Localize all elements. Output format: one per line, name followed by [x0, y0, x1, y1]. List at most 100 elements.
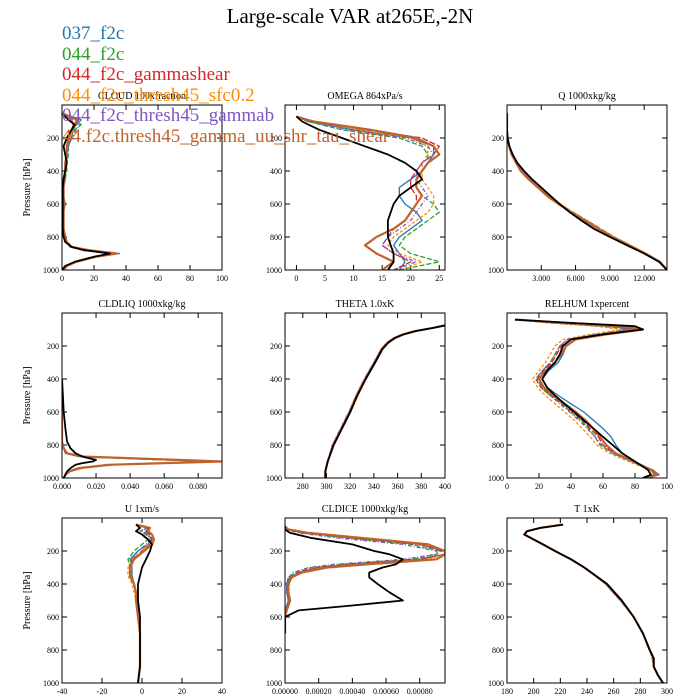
lines — [324, 324, 445, 478]
series-line — [285, 525, 445, 634]
y-tick-label: 600 — [492, 408, 504, 417]
x-tick-label: 80 — [631, 482, 639, 491]
x-tick-label: 0.000 — [53, 482, 71, 491]
panel-title: CLDLIQ 1000xkg/kg — [99, 299, 186, 310]
x-tick-label: 200 — [528, 687, 540, 696]
lines — [295, 115, 441, 270]
y-tick-label: 400 — [47, 375, 59, 384]
reference-line — [135, 523, 153, 683]
x-tick-label: 0.00040 — [339, 687, 365, 696]
y-tick-label: 800 — [270, 441, 282, 450]
x-tick-label: 0.020 — [87, 482, 105, 491]
lines — [62, 112, 121, 270]
reference-line — [507, 113, 667, 270]
panel: OMEGA 864xPa/s 200 400 600 800 1000 0 5 10 15 20 25 — [266, 91, 446, 283]
legend-entry: 044_f2c_thresh45_gammab — [62, 105, 275, 126]
legend: 037_f2c 044_f2c 044_f2c_gammashear 044_f… — [62, 23, 390, 147]
reference-line — [324, 324, 445, 478]
series-line — [296, 115, 440, 270]
y-tick-label: 1000 — [488, 679, 504, 688]
x-tick-label: 60 — [599, 482, 607, 491]
y-tick-label: 800 — [270, 233, 282, 242]
series-line — [296, 115, 435, 270]
x-tick-label: -20 — [97, 687, 108, 696]
y-tick-label: 400 — [270, 375, 282, 384]
y-tick-label: 200 — [47, 547, 59, 556]
x-tick-label: 20 — [535, 482, 543, 491]
panel-frame — [284, 312, 446, 479]
x-tick-label: 0 — [294, 274, 298, 283]
y-tick-label: 600 — [47, 613, 59, 622]
series-line — [507, 113, 667, 270]
panel-title: Q 1000xkg/kg — [558, 91, 616, 102]
series-line — [296, 115, 435, 270]
panel-title: CLDICE 1000xkg/kg — [322, 504, 408, 515]
panel-frame — [506, 104, 668, 271]
series-line — [285, 525, 445, 634]
x-tick-label: 0.00000 — [272, 687, 298, 696]
y-tick-label: 1000 — [266, 266, 282, 275]
lines — [507, 113, 667, 270]
y-tick-label: 800 — [492, 233, 504, 242]
x-tick-label: 280 — [634, 687, 646, 696]
series-line — [514, 318, 659, 478]
lines — [514, 318, 660, 478]
legend-entry: 044_f2c_thresh45_sfc0.2 — [62, 84, 255, 106]
reference-line — [62, 378, 97, 478]
y-tick-label: 800 — [492, 646, 504, 655]
y-tick-label: 1000 — [43, 474, 59, 483]
panel-frame — [61, 517, 223, 684]
y-tick-label: 1000 — [488, 266, 504, 275]
x-tick-label: 0.00020 — [306, 687, 332, 696]
panel: CLDICE 1000xkg/kg 200 400 600 800 10000.00000… — [266, 504, 446, 696]
series-line — [523, 523, 664, 683]
series-line — [523, 523, 664, 683]
x-tick-label: 260 — [608, 687, 620, 696]
y-tick-label: 600 — [47, 200, 59, 209]
panel-frame — [284, 517, 446, 684]
panel-title: THETA 1.0xK — [336, 299, 395, 310]
y-tick-label: 200 — [492, 134, 504, 143]
x-tick-label: 280 — [297, 482, 309, 491]
series-line — [324, 324, 445, 478]
y-tick-label: 400 — [47, 167, 59, 176]
series-line — [514, 318, 655, 478]
series-line — [507, 113, 667, 270]
legend-entry: 044_f2c_gammashear — [62, 64, 230, 85]
x-tick-label: 400 — [439, 482, 451, 491]
panel-title: T 1xK — [574, 504, 600, 515]
lines — [523, 523, 664, 683]
legend-entry: 037_f2c — [62, 23, 125, 44]
x-tick-label: 12.000 — [633, 274, 655, 283]
reference-line — [523, 523, 664, 683]
series-line — [62, 112, 116, 270]
x-tick-label: 0 — [505, 482, 509, 491]
y-tick-label: 400 — [492, 375, 504, 384]
y-tick-label: 1000 — [266, 679, 282, 688]
series-line — [514, 318, 659, 478]
y-tick-label: 1000 — [43, 679, 59, 688]
x-tick-label: 15 — [378, 274, 386, 283]
series-line — [324, 324, 445, 478]
x-tick-label: 0.080 — [189, 482, 207, 491]
x-tick-label: 0.040 — [121, 482, 139, 491]
legend-entry: 44.f2c.thresh45_gamma_uu_shr_tau_shear — [62, 125, 390, 147]
y-tick-label: 200 — [47, 342, 59, 351]
series-line — [523, 523, 664, 683]
axis-label-y: Pressure [hPa] — [22, 158, 33, 216]
axis-label-y: Pressure [hPa] — [22, 366, 33, 424]
series-line — [507, 113, 667, 270]
lines — [62, 378, 222, 478]
x-tick-label: 80 — [186, 274, 194, 283]
series-line — [507, 113, 667, 270]
x-tick-label: 5 — [323, 274, 327, 283]
panel-frame — [61, 104, 223, 271]
y-tick-label: 400 — [270, 167, 282, 176]
y-tick-label: 1000 — [488, 474, 504, 483]
x-tick-label: 9.000 — [601, 274, 619, 283]
x-tick-label: 20 — [90, 274, 98, 283]
y-tick-label: 600 — [492, 613, 504, 622]
series-line — [296, 115, 441, 270]
y-tick-label: 400 — [47, 580, 59, 589]
